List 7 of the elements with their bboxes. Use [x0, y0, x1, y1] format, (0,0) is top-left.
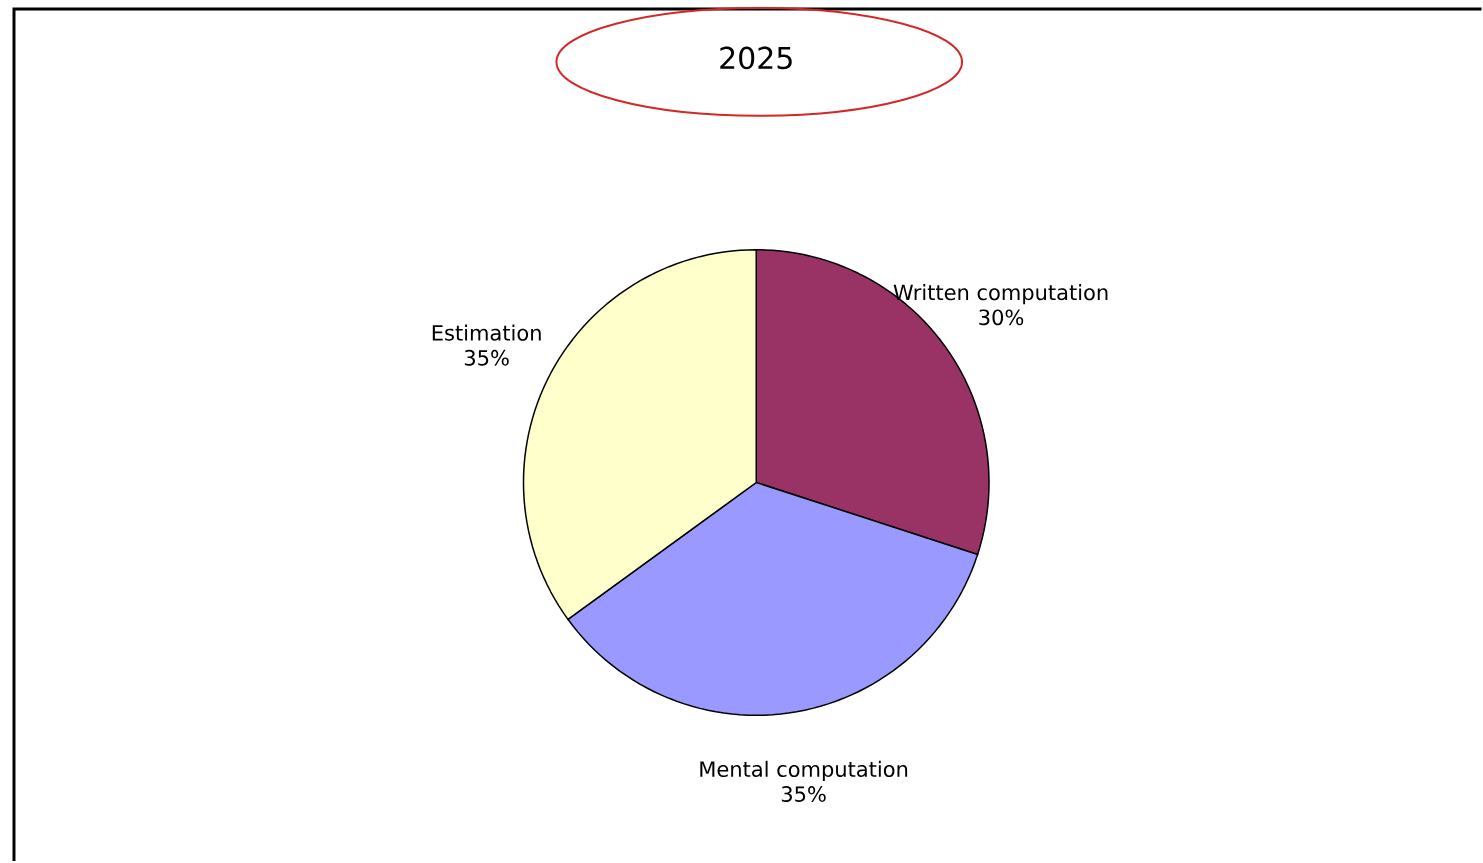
data-label: 30% [979, 309, 1024, 326]
slice-label: Mental computation [700, 760, 908, 782]
data-label: 35% [781, 786, 826, 803]
data-label: 35% [464, 350, 509, 366]
slice-label: Written computation [893, 284, 1108, 305]
slice-label: Estimation [432, 324, 541, 341]
chart-title: 2025 [720, 46, 792, 70]
